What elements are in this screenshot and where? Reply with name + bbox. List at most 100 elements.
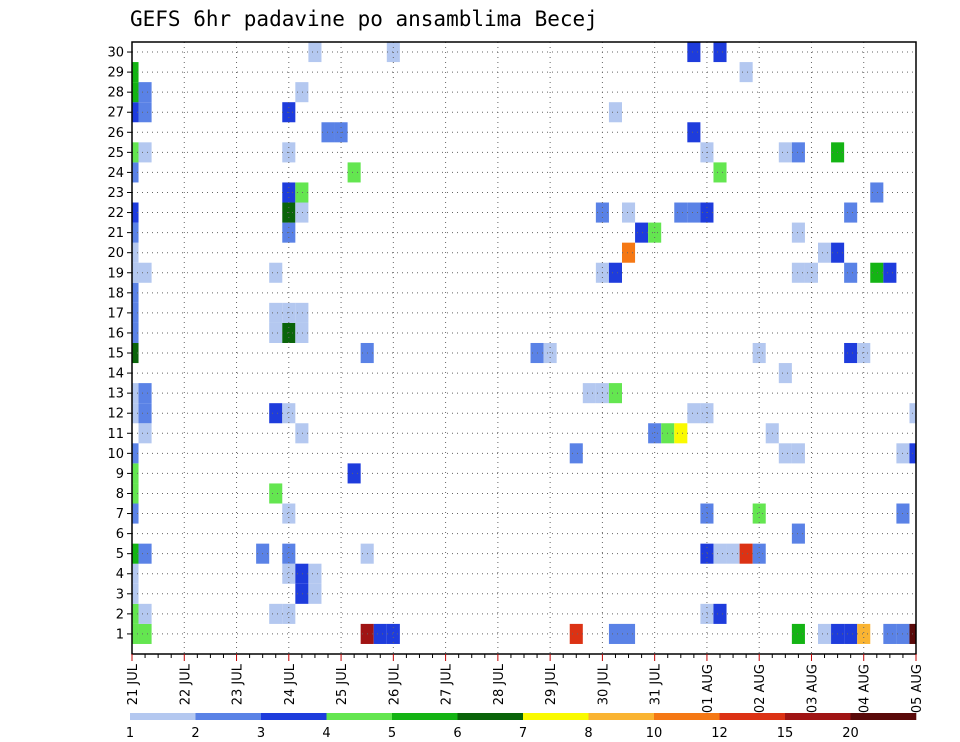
colorbar-level-label: 1 — [126, 726, 134, 741]
heatmap-cell — [791, 262, 805, 283]
y-tick-label: 19 — [107, 266, 124, 281]
heatmap-cell — [132, 623, 139, 644]
heatmap-cell — [844, 202, 858, 223]
x-tick-label: 30 JUL — [596, 663, 611, 705]
heatmap-cell — [132, 82, 139, 103]
y-tick-label: 5 — [116, 547, 124, 562]
x-tick-label: 04 AUG — [858, 664, 873, 713]
heatmap-cell — [635, 222, 649, 243]
heatmap-cell — [883, 262, 897, 283]
colorbar-swatch — [457, 713, 524, 720]
x-tick-label: 03 AUG — [805, 664, 820, 713]
heatmap-cell — [713, 42, 727, 63]
colorbar-level-label: 8 — [584, 726, 592, 741]
heatmap-cell — [269, 262, 283, 283]
heatmap-cell — [687, 202, 701, 223]
heatmap-cell — [138, 623, 152, 644]
y-tick-label: 22 — [107, 206, 124, 221]
heatmap-cell — [295, 202, 309, 223]
colorbar-swatch — [850, 713, 917, 720]
heatmap-cell — [295, 302, 309, 323]
colorbar: 1 2 3 4 5 6 7 8 10 12 15 20 — [126, 713, 917, 741]
heatmap-cell — [138, 423, 152, 444]
colorbar-swatch — [588, 713, 655, 720]
x-tick-label: 24 JUL — [283, 663, 298, 705]
heatmap-cell — [138, 102, 152, 123]
heatmap-cell — [569, 623, 583, 644]
heatmap-cell — [132, 342, 139, 364]
x-tick-label: 01 AUG — [701, 664, 716, 713]
x-tick-label: 21 JUL — [126, 663, 141, 705]
colorbar-swatch — [195, 713, 262, 720]
x-tick-label: 05 AUG — [910, 664, 925, 713]
y-tick-label: 28 — [107, 86, 124, 101]
heatmap-cell — [791, 222, 805, 243]
heatmap-cell — [132, 603, 139, 624]
heatmap-cell — [700, 403, 714, 424]
colorbar-level-label: 7 — [519, 726, 527, 741]
heatmap-cell — [373, 623, 387, 644]
y-tick-label: 25 — [107, 146, 124, 161]
heatmap-cell — [700, 543, 714, 564]
heatmap-cell — [622, 623, 636, 644]
heatmap-cell — [132, 563, 139, 584]
heatmap-cell — [778, 142, 792, 163]
heatmap-cell — [308, 583, 322, 604]
heatmap-cell — [386, 623, 400, 644]
colorbar-swatch — [326, 713, 393, 720]
y-tick-label: 20 — [107, 246, 124, 261]
y-axis: 1234567891011121314151617181920212223242… — [107, 46, 132, 642]
heatmap-cell — [870, 182, 884, 203]
heatmap-cell — [269, 403, 283, 424]
heatmap-cell — [870, 262, 884, 283]
heatmap-cell — [132, 403, 139, 424]
y-tick-label: 12 — [107, 407, 124, 422]
y-tick-label: 6 — [116, 527, 124, 542]
heatmap-cell — [269, 302, 283, 323]
heatmap-cell — [608, 102, 622, 123]
heatmap-cell — [282, 603, 296, 624]
heatmap-cell — [282, 503, 296, 524]
colorbar-swatch — [719, 713, 786, 720]
plot-frame — [131, 41, 917, 655]
y-tick-label: 1 — [116, 627, 124, 642]
heatmap-cell — [739, 543, 753, 564]
heatmap-cell — [132, 282, 139, 303]
y-tick-label: 27 — [107, 106, 124, 121]
colorbar-level-label: 20 — [842, 726, 859, 741]
heatmap-cell — [687, 122, 701, 143]
chart-title: GEFS 6hr padavine po ansamblima Becej — [130, 7, 598, 31]
heatmap-cell — [132, 162, 139, 183]
y-tick-label: 11 — [107, 427, 124, 442]
colorbar-level-label: 6 — [453, 726, 461, 741]
heatmap-cell — [778, 363, 792, 384]
y-tick-label: 3 — [116, 587, 124, 602]
heatmap-cell — [132, 503, 139, 524]
heatmap-cell — [282, 403, 296, 424]
y-tick-label: 4 — [116, 567, 124, 582]
heatmap-cell — [138, 543, 152, 564]
heatmap-cell — [132, 202, 139, 223]
y-tick-label: 14 — [107, 367, 124, 382]
heatmap-cell — [132, 102, 139, 123]
heatmap-cell — [269, 322, 283, 343]
heatmap-cell — [844, 262, 858, 283]
y-tick-label: 13 — [107, 387, 124, 402]
y-tick-label: 8 — [116, 487, 124, 502]
heatmap-cell — [700, 503, 714, 524]
heatmap-cell — [132, 62, 139, 83]
heatmap-cell — [132, 222, 139, 243]
heatmap-cell — [138, 383, 152, 404]
heatmap-cell — [713, 543, 727, 564]
colorbar-level-label: 15 — [777, 726, 794, 741]
y-tick-label: 26 — [107, 126, 124, 141]
heatmap-cell — [347, 162, 361, 183]
heatmap-cell — [132, 302, 139, 323]
heatmap-cell — [569, 443, 583, 464]
y-tick-label: 23 — [107, 186, 124, 201]
heatmap-cell — [791, 623, 805, 644]
y-tick-label: 15 — [107, 347, 124, 362]
heatmap-cell — [818, 242, 832, 263]
x-tick-label: 29 JUL — [544, 663, 559, 705]
